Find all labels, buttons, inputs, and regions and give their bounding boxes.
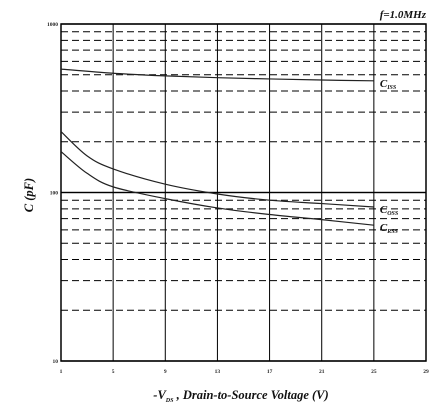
series-label-c-oss: COSS (380, 204, 399, 217)
x-axis-title: -VDS , Drain-to-Source Voltage (V) (153, 388, 328, 404)
x-tick-label: 25 (371, 369, 377, 375)
y-tick-label: 10 (53, 359, 59, 365)
tick-labels: 1 5 9 13 17 21 25 29 10 100 1000 (47, 22, 429, 375)
y-tick-label: 100 (50, 191, 59, 197)
x-tick-label: 17 (267, 369, 273, 375)
frequency-annotation: f=1.0MHz (380, 9, 427, 21)
series-line-c-oss (60, 131, 374, 208)
y-axis-title: C (pF) (22, 178, 36, 212)
x-tick-label: 5 (112, 369, 115, 375)
y-tick-label: 1000 (47, 22, 58, 28)
plot-frame (60, 23, 427, 362)
series-lines (60, 68, 374, 226)
series-label-c-iss: CISS (380, 78, 397, 91)
x-tick-label: 21 (319, 369, 325, 375)
x-tick-label: 1 (60, 369, 63, 375)
x-tick-label: 29 (423, 369, 429, 375)
grid (60, 23, 427, 362)
series-label-c-rss: CRSS (380, 222, 399, 235)
series-line-c-rss (60, 151, 374, 226)
series-labels: CISS COSS CRSS (380, 78, 399, 235)
series-line-c-iss (60, 68, 374, 82)
x-tick-label: 9 (164, 369, 167, 375)
x-tick-label: 13 (215, 369, 221, 375)
